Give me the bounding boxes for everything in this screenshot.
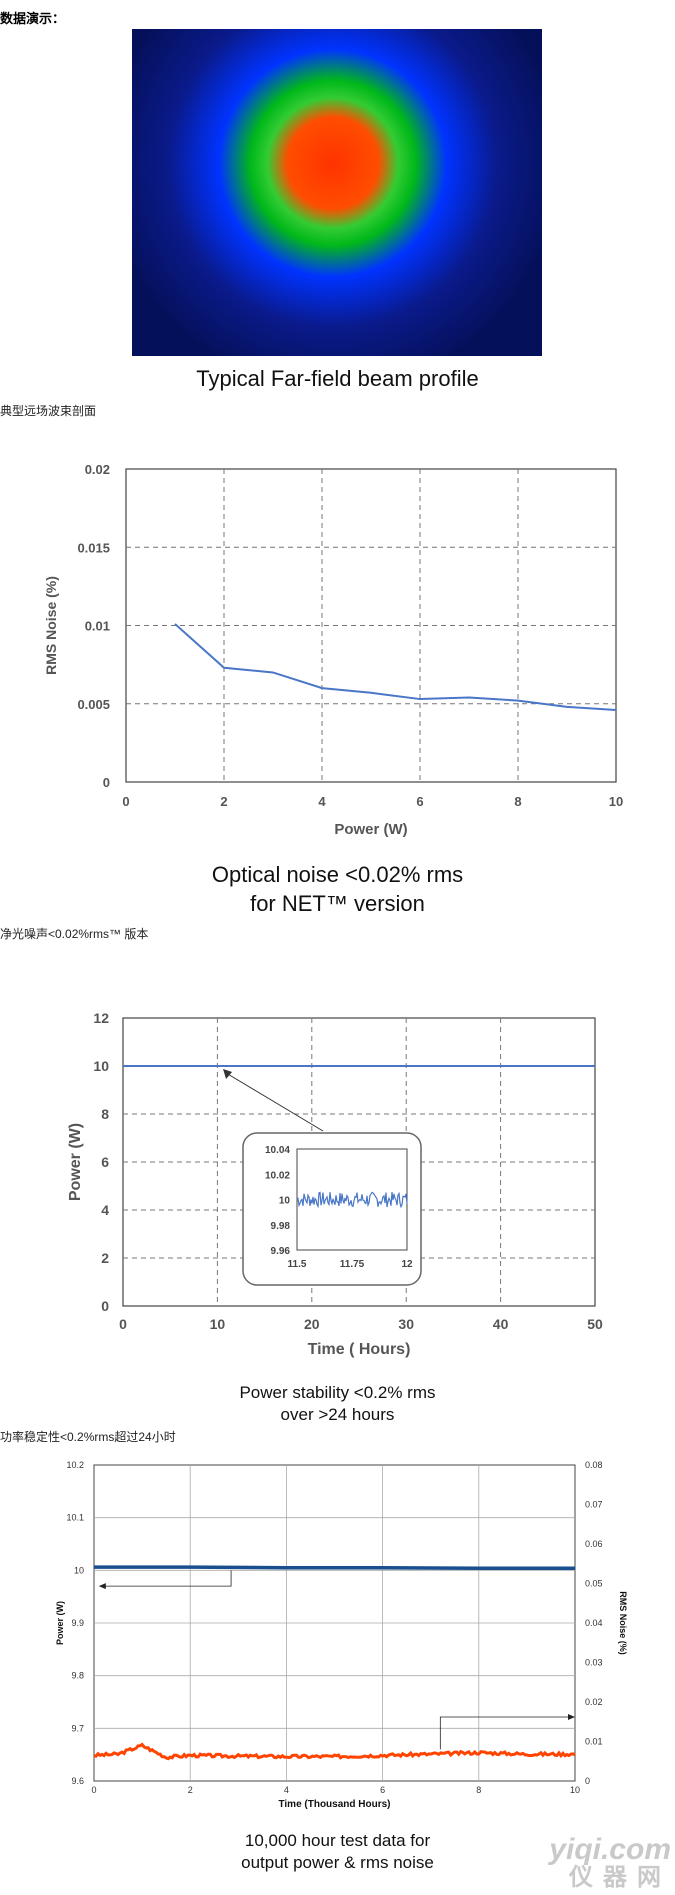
rms-noise-series-line xyxy=(93,1742,576,1761)
x-tick-label: 50 xyxy=(587,1316,603,1332)
y-left-tick-label: 9.7 xyxy=(71,1723,84,1733)
x-tick-label: 4 xyxy=(284,1785,289,1795)
long-term-test-caption-line-1: 10,000 hour test data for xyxy=(244,1831,431,1850)
x-tick-label: 4 xyxy=(318,794,326,809)
noise-callout-line xyxy=(439,1716,569,1750)
beam-profile-caption: Typical Far-field beam profile xyxy=(196,366,479,391)
inset-y-tick-label: 10.04 xyxy=(265,1145,290,1156)
y-left-axis-label: Power (W) xyxy=(55,1601,65,1645)
x-tick-label: 30 xyxy=(398,1316,414,1332)
x-tick-label: 10 xyxy=(570,1785,580,1795)
callout-arrow-head xyxy=(223,1069,233,1079)
power-callout-line xyxy=(104,1570,232,1587)
y-right-tick-label: 0.08 xyxy=(585,1460,603,1470)
page-header: 数据演示： xyxy=(0,11,66,26)
inset-x-tick-label: 11.5 xyxy=(288,1259,307,1270)
inset-y-tick-label: 9.98 xyxy=(271,1221,291,1232)
beam-profile-image xyxy=(132,29,542,356)
rms-noise-line xyxy=(174,623,617,712)
y-tick-label: 8 xyxy=(101,1106,109,1122)
y-left-tick-label: 9.9 xyxy=(71,1618,84,1628)
rms-noise-caption: Optical noise <0.02% rms for NET™ versio… xyxy=(0,860,675,918)
x-tick-label: 40 xyxy=(493,1316,509,1332)
y-tick-label: 0 xyxy=(101,1298,109,1314)
power-callout-arrow xyxy=(98,1583,106,1590)
rms-noise-caption-line-1: Optical noise <0.02% rms xyxy=(211,862,464,887)
x-axis-label: Power (W) xyxy=(334,821,407,838)
x-axis-label: Time ( Hours) xyxy=(308,1341,411,1358)
x-tick-label: 20 xyxy=(304,1316,320,1332)
y-axis-label: Power (W) xyxy=(67,1123,84,1201)
y-tick-label: 0 xyxy=(103,775,110,790)
rms-noise-caption-line-2: for NET™ version xyxy=(250,891,425,916)
power-stability-chart: 0 10 20 30 40 50 0 2 4 6 8 10 12 Time ( Hours) Power (… xyxy=(67,1010,603,1358)
x-tick-label: 10 xyxy=(210,1316,226,1332)
x-tick-label: 2 xyxy=(220,794,227,809)
y-left-tick-label: 10 xyxy=(74,1565,84,1575)
y-right-tick-label: 0.02 xyxy=(585,1697,603,1707)
y-left-tick-label: 9.6 xyxy=(71,1776,84,1786)
power-series-line xyxy=(94,1565,575,1570)
y-tick-label: 2 xyxy=(101,1250,109,1266)
x-tick-label: 10 xyxy=(609,794,623,809)
x-tick-label: 8 xyxy=(514,794,521,809)
y-left-tick-label: 9.8 xyxy=(71,1671,84,1681)
y-right-axis-label: RMS Noise (%) xyxy=(618,1591,628,1655)
inset-x-tick-label: 12 xyxy=(401,1259,413,1270)
y-right-tick-label: 0.06 xyxy=(585,1539,603,1549)
y-right-tick-label: 0.05 xyxy=(585,1579,603,1589)
x-tick-label: 0 xyxy=(122,794,129,809)
inset-y-tick-label: 9.96 xyxy=(271,1246,291,1257)
power-stability-caption-line-2: over >24 hours xyxy=(280,1405,395,1424)
x-tick-label: 0 xyxy=(119,1316,127,1332)
y-tick-label: 0.02 xyxy=(85,462,110,477)
watermark: yiqi.com 仪器网 xyxy=(549,1835,671,1891)
rms-noise-chart: 0 2 4 6 8 10 0 0.005 0.01 0.015 0.02 Power (W) RMS N… xyxy=(43,462,623,838)
long-term-test-caption: 10,000 hour test data for output power &… xyxy=(0,1830,675,1874)
power-stability-caption-cn: 功率稳定性<0.2%rms超过24小时 xyxy=(0,1430,176,1444)
noise-callout-arrow xyxy=(568,1714,575,1721)
y-axis-label: RMS Noise (%) xyxy=(43,576,59,675)
y-left-tick-label: 10.2 xyxy=(66,1460,84,1470)
y-tick-label: 0.005 xyxy=(77,697,110,712)
beam-profile-caption-cn: 典型远场波束剖面 xyxy=(0,404,97,418)
beam-profile-gradient xyxy=(132,29,542,356)
y-right-tick-label: 0.07 xyxy=(585,1500,603,1510)
inset-y-tick-label: 10.02 xyxy=(265,1170,290,1181)
x-axis-label: Time (Thousand Hours) xyxy=(278,1799,390,1810)
y-right-tick-label: 0.03 xyxy=(585,1658,603,1668)
callout-arrow-line xyxy=(225,1072,324,1132)
x-tick-label: 8 xyxy=(476,1785,481,1795)
long-term-test-caption-line-2: output power & rms noise xyxy=(241,1853,434,1872)
y-right-tick-label: 0.04 xyxy=(585,1618,603,1628)
y-right-tick-label: 0.01 xyxy=(585,1737,603,1747)
y-left-tick-label: 10.1 xyxy=(66,1513,84,1523)
y-tick-label: 6 xyxy=(101,1154,109,1170)
y-tick-label: 12 xyxy=(93,1010,109,1026)
x-tick-label: 6 xyxy=(416,794,423,809)
x-tick-label: 2 xyxy=(188,1785,193,1795)
inset-noise-line xyxy=(296,1191,408,1209)
long-term-test-chart: 0 2 4 6 8 10 9.6 9.7 9.8 9.9 10 10.1 10.2 0 0.01 0.02 0.… xyxy=(55,1460,628,1810)
watermark-line-2: 仪器网 xyxy=(569,1864,671,1891)
x-tick-label: 0 xyxy=(91,1785,96,1795)
inset-x-tick-label: 11.75 xyxy=(340,1259,365,1270)
y-tick-label: 0.015 xyxy=(77,540,110,555)
x-tick-label: 6 xyxy=(380,1785,385,1795)
y-tick-label: 4 xyxy=(101,1202,109,1218)
watermark-line-1: yiqi.com xyxy=(549,1833,671,1866)
power-stability-caption-line-1: Power stability <0.2% rms xyxy=(239,1383,436,1402)
inset-y-tick-label: 10 xyxy=(279,1196,291,1207)
y-tick-label: 0.01 xyxy=(85,619,110,634)
power-stability-caption: Power stability <0.2% rms over >24 hours xyxy=(0,1382,675,1426)
y-tick-label: 10 xyxy=(93,1058,109,1074)
rms-noise-caption-cn: 净光噪声<0.02%rms™ 版本 xyxy=(0,927,149,941)
y-right-tick-label: 0 xyxy=(585,1776,590,1786)
